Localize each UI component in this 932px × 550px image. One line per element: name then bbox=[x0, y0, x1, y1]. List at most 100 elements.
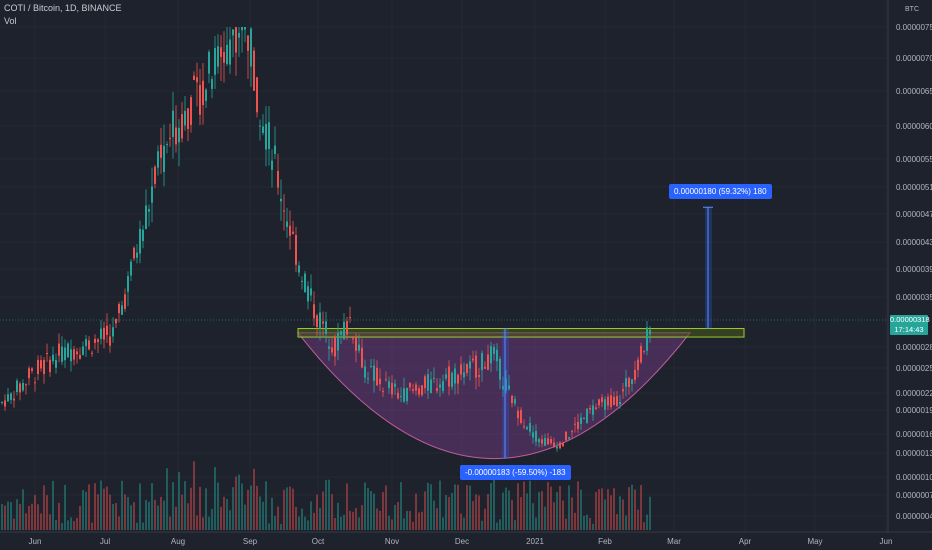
candle-body bbox=[145, 205, 147, 229]
volume-bar bbox=[52, 480, 54, 530]
time-axis[interactable]: Jun Jul Aug Sep Oct Nov Dec 2021 Feb Mar Apr May Jun bbox=[0, 531, 932, 546]
volume-bar bbox=[316, 494, 318, 530]
candle-body bbox=[331, 347, 333, 353]
bar-countdown: 17:14:43 bbox=[894, 325, 924, 334]
volume-bar bbox=[499, 519, 501, 530]
volume-bar bbox=[61, 522, 63, 530]
volume-bar bbox=[274, 516, 276, 530]
candle-body bbox=[22, 383, 24, 391]
candle-body bbox=[364, 366, 366, 378]
cup-shape bbox=[296, 332, 692, 460]
candle-body bbox=[526, 427, 528, 430]
volume-bar bbox=[40, 513, 42, 530]
candle-body bbox=[319, 312, 321, 329]
volume-bar bbox=[472, 501, 474, 530]
candle-body bbox=[103, 327, 105, 340]
volume-bar bbox=[196, 515, 198, 530]
volume-bar bbox=[454, 484, 456, 530]
volume-bar bbox=[220, 506, 222, 530]
candle-body bbox=[517, 410, 519, 419]
volume-bar bbox=[277, 506, 279, 530]
candle-body bbox=[640, 346, 642, 363]
volume-bar bbox=[292, 488, 294, 530]
volume-bar bbox=[373, 493, 375, 530]
volume-bar bbox=[247, 489, 249, 530]
volume-bar bbox=[13, 518, 15, 530]
candle-body bbox=[604, 399, 606, 410]
volume-legend[interactable]: Vol bbox=[4, 16, 17, 26]
volume-bar bbox=[436, 508, 438, 530]
candle-body bbox=[406, 387, 408, 402]
volume-bar bbox=[307, 520, 309, 530]
volume-bar bbox=[232, 487, 234, 530]
candle-body bbox=[559, 442, 561, 449]
volume-bar bbox=[271, 497, 273, 530]
volume-bar bbox=[160, 496, 162, 530]
volume-bar bbox=[43, 485, 45, 530]
volume-bar bbox=[391, 519, 393, 530]
volume-bar bbox=[187, 503, 189, 530]
candle-body bbox=[622, 389, 624, 392]
volume-bar bbox=[625, 515, 627, 530]
candle-body bbox=[106, 325, 108, 336]
candle-body bbox=[265, 124, 267, 150]
volume-bar bbox=[19, 503, 21, 530]
volume-bar bbox=[553, 502, 555, 530]
candle-body bbox=[1, 401, 3, 403]
volume-bar bbox=[46, 495, 48, 530]
volume-bar bbox=[109, 494, 111, 530]
volume-bar bbox=[331, 494, 333, 530]
candle-body bbox=[109, 336, 111, 346]
candle-body bbox=[274, 145, 276, 155]
candle-body bbox=[649, 329, 651, 335]
candle-body bbox=[589, 408, 591, 410]
candle-body bbox=[520, 410, 522, 423]
volume-bar bbox=[592, 523, 594, 530]
candle-body bbox=[346, 321, 348, 335]
volume-bar bbox=[514, 520, 516, 530]
volume-bar bbox=[418, 512, 420, 530]
candle-body bbox=[190, 97, 192, 125]
volume-bar bbox=[478, 495, 480, 530]
volume-bar bbox=[208, 516, 210, 530]
candle-body bbox=[484, 367, 486, 369]
candle-body bbox=[469, 361, 471, 369]
candle-body bbox=[313, 304, 315, 319]
volume-bar bbox=[79, 505, 81, 530]
volume-bar bbox=[127, 497, 129, 530]
time-tick-label: Oct bbox=[312, 537, 325, 546]
volume-bar bbox=[226, 499, 228, 530]
symbol-title[interactable]: COTI / Bitcoin, 1D, BINANCE bbox=[4, 3, 122, 13]
candle-body bbox=[172, 110, 174, 138]
candle-body bbox=[628, 377, 630, 387]
candle-body bbox=[355, 336, 357, 351]
volume-bar bbox=[484, 508, 486, 530]
time-tick-label: Apr bbox=[739, 537, 752, 546]
volume-bar bbox=[49, 514, 51, 530]
candle-body bbox=[580, 417, 582, 424]
volume-bar bbox=[475, 494, 477, 530]
candle-body bbox=[31, 368, 33, 371]
candle-body bbox=[322, 321, 324, 324]
volume-bar bbox=[223, 496, 225, 530]
candle-body bbox=[310, 288, 312, 296]
volume-bar bbox=[544, 506, 546, 530]
volume-bar bbox=[67, 520, 69, 530]
candle-body bbox=[625, 378, 627, 387]
volume-bar bbox=[319, 508, 321, 530]
price-tick-label: 0.00000044 bbox=[896, 512, 932, 521]
volume-bar bbox=[610, 495, 612, 530]
candle-body bbox=[514, 399, 516, 404]
volume-bar bbox=[511, 499, 513, 530]
volume-bar bbox=[367, 487, 369, 530]
volume-bar bbox=[85, 491, 87, 530]
time-tick-label: May bbox=[807, 537, 822, 546]
candle-body bbox=[85, 339, 87, 347]
